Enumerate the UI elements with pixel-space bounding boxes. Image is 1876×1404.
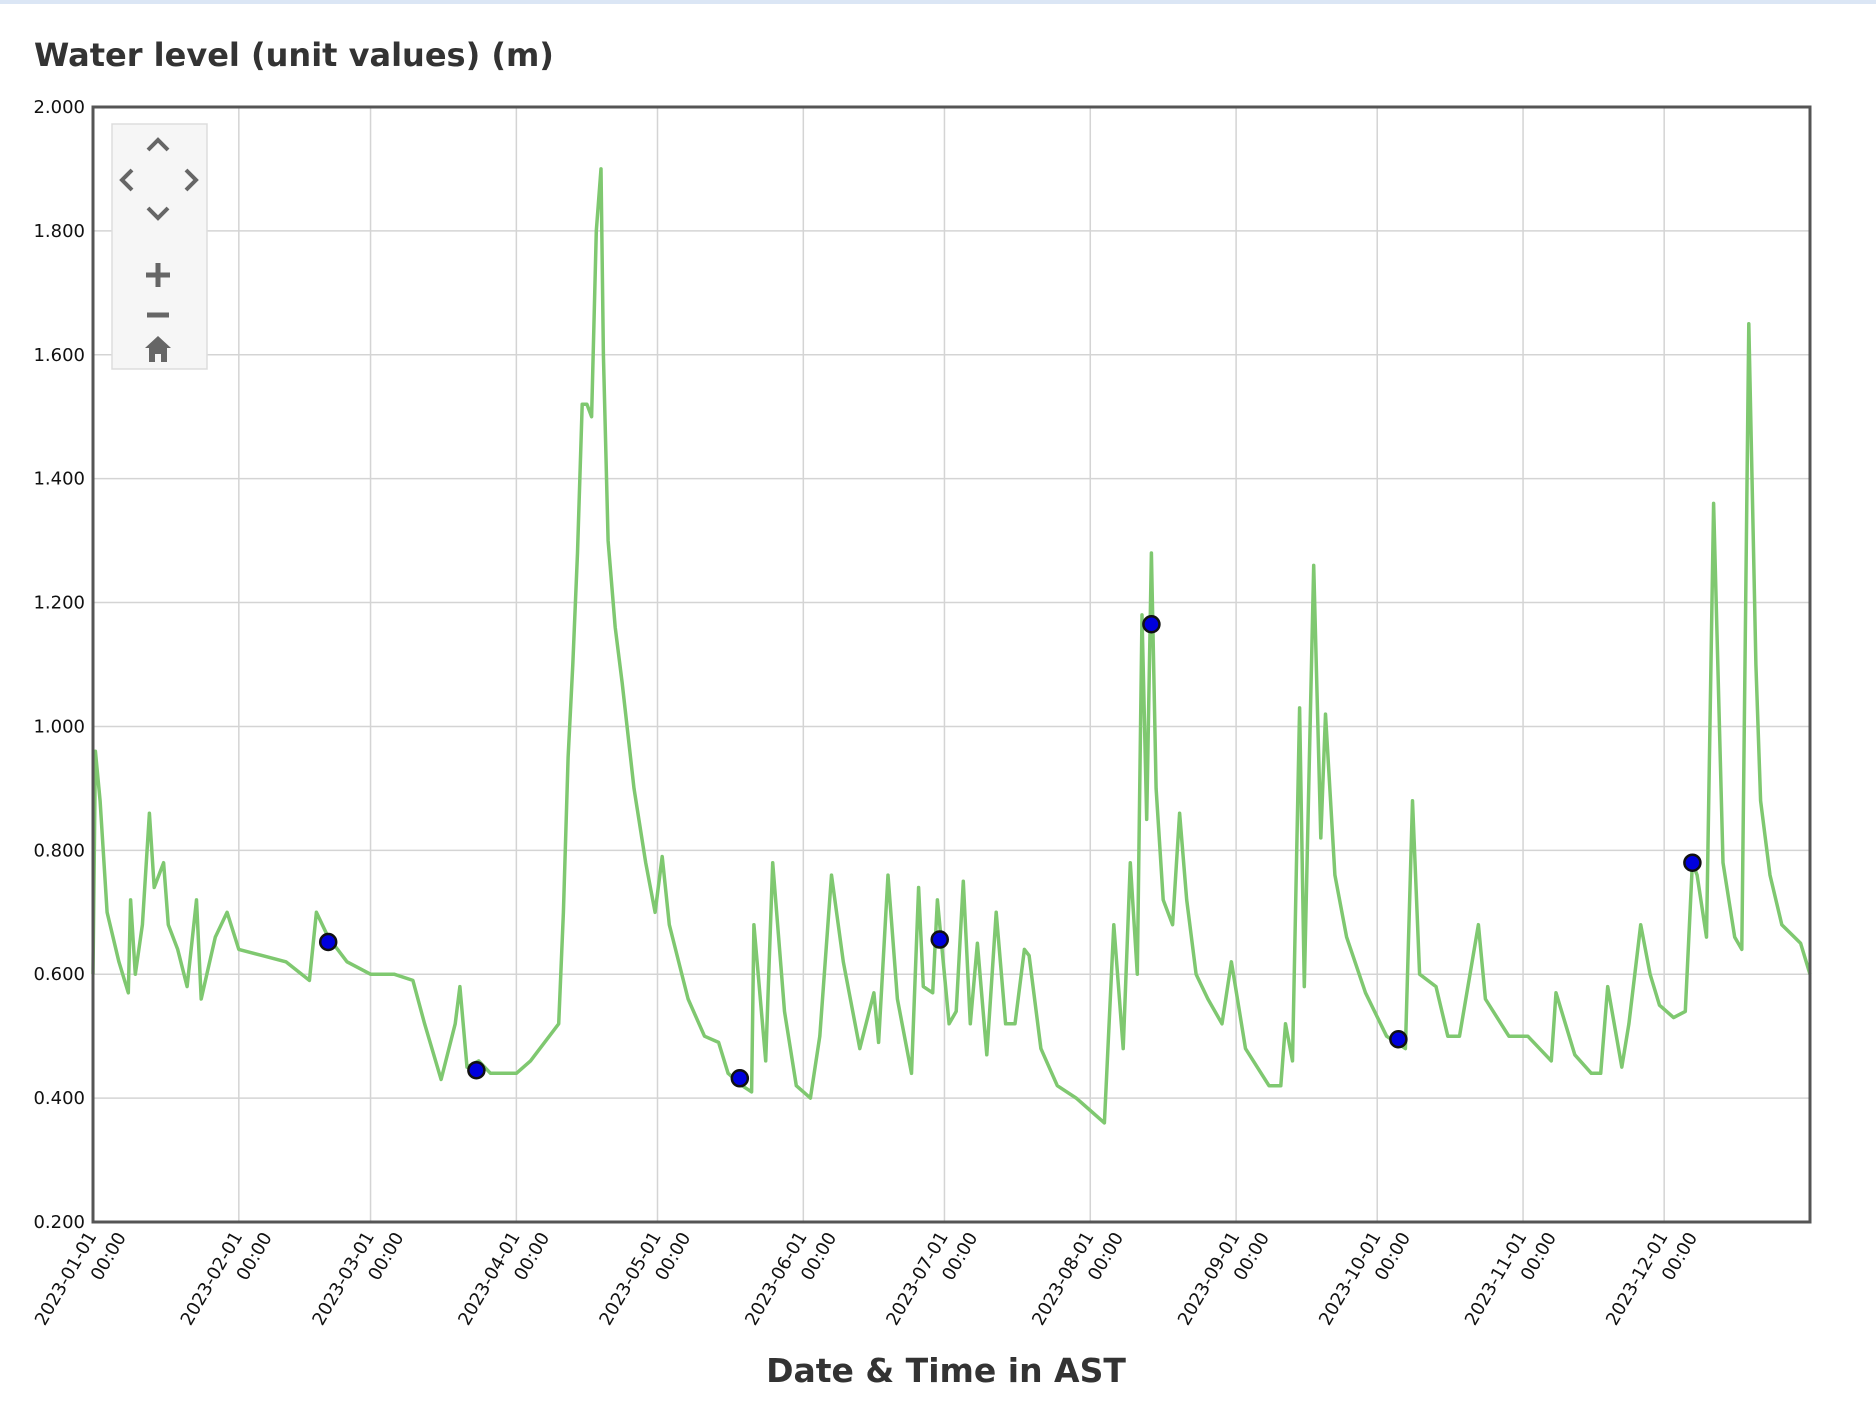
x-tick-label: 2023-05-0100:00 [595, 1216, 695, 1342]
y-tick-label: 1.600 [33, 345, 85, 366]
x-tick-label: 2023-10-0100:00 [1315, 1216, 1415, 1342]
x-tick-label: 2023-02-0100:00 [177, 1216, 277, 1342]
field-measurement [467, 1060, 486, 1080]
x-tick-label: 2023-03-0100:00 [308, 1216, 408, 1342]
y-tick-label: 0.200 [33, 1212, 85, 1233]
pan-up[interactable] [146, 137, 170, 152]
y-tick-label: 0.600 [33, 964, 85, 985]
y-tick-label: 2.000 [33, 97, 85, 118]
y-tick-label: 1.200 [33, 593, 85, 614]
zoom-home[interactable] [145, 336, 171, 362]
top-bar [0, 0, 1876, 4]
x-tick-label: 2023-09-0100:00 [1174, 1216, 1274, 1342]
y-tick-label: 1.000 [33, 716, 85, 737]
plot-border [91, 105, 1812, 1224]
plot-area [91, 167, 1812, 1125]
x-tick-label: 2023-06-0100:00 [741, 1216, 841, 1342]
water-level-line [91, 167, 1812, 1125]
chart-title: Water level (unit values) (m) [34, 36, 554, 74]
field-measurement [1142, 614, 1161, 634]
x-tick-label: 2023-11-0100:00 [1461, 1216, 1561, 1342]
x-axis-label: Date & Time in AST [766, 1351, 1126, 1390]
x-tick-label: 2023-12-0100:00 [1602, 1216, 1702, 1342]
zoom-in[interactable] [146, 263, 170, 287]
control-box [111, 123, 208, 370]
x-tick-label: 2023-07-0100:00 [882, 1216, 982, 1342]
y-tick-label: 1.400 [33, 469, 85, 490]
field-measurement [930, 930, 949, 949]
pan-right[interactable] [184, 168, 199, 192]
x-tick-label: 2023-08-0100:00 [1028, 1216, 1128, 1342]
field-measurement [730, 1069, 750, 1088]
field-measurement [318, 932, 338, 952]
pan-left[interactable] [119, 168, 134, 192]
x-tick-label: 2023-04-0100:00 [454, 1216, 554, 1342]
field-measurement [1683, 853, 1702, 872]
pan-zoom-control [111, 123, 208, 370]
y-tick-label: 1.800 [33, 221, 85, 242]
y-tick-label: 0.400 [33, 1088, 85, 1109]
x-tick-label: 2023-01-0100:00 [31, 1216, 131, 1342]
y-tick-label: 0.800 [33, 840, 85, 861]
pan-down[interactable] [146, 206, 170, 221]
field-measurement [1389, 1030, 1408, 1049]
